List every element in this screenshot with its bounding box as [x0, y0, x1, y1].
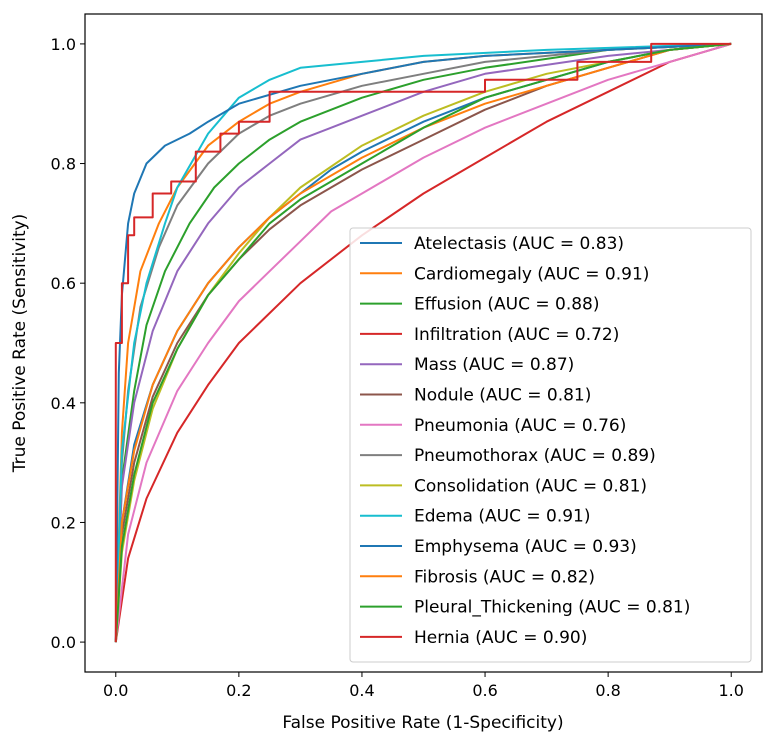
series-line-10	[114, 42, 732, 643]
legend-label-0: Atelectasis (AUC = 0.83)	[414, 234, 624, 254]
x-tick-label: 0.8	[595, 681, 620, 700]
series-line-13	[114, 42, 732, 643]
legend-label-11: Fibrosis (AUC = 0.82)	[414, 567, 595, 587]
legend-label-9: Edema (AUC = 0.91)	[414, 507, 590, 527]
y-tick-label: 0.4	[51, 394, 76, 413]
legend-label-8: Consolidation (AUC = 0.81)	[414, 476, 647, 496]
legend-label-10: Emphysema (AUC = 0.93)	[414, 537, 637, 557]
legend-label-6: Pneumonia (AUC = 0.76)	[414, 416, 626, 436]
legend: Atelectasis (AUC = 0.83) Cardiomegaly (AU…	[349, 227, 752, 663]
x-tick-label: 0.2	[226, 681, 251, 700]
legend-label-3: Infiltration (AUC = 0.72)	[414, 325, 619, 345]
legend-label-12: Pleural_Thickening (AUC = 0.81)	[414, 598, 690, 618]
series-line-4	[114, 42, 732, 643]
legend-label-5: Nodule (AUC = 0.81)	[414, 386, 591, 406]
series-line-3	[114, 42, 732, 643]
y-axis-label: True Positive Rate (Sensitivity)	[10, 214, 30, 474]
y-tick-label: 0.8	[51, 155, 76, 174]
x-tick-label: 0.6	[472, 681, 497, 700]
series-line-6	[114, 42, 732, 643]
legend-label-2: Effusion (AUC = 0.88)	[414, 295, 600, 315]
legend-label-7: Pneumothorax (AUC = 0.89)	[414, 446, 656, 466]
series-layer	[114, 42, 732, 643]
y-tick-label: 0.2	[51, 513, 76, 532]
legend-label-4: Mass (AUC = 0.87)	[414, 355, 574, 375]
legend-box	[349, 227, 752, 663]
series-line-2	[114, 42, 732, 643]
y-axis-ticks: 0.0 0.2 0.4 0.6 0.8 1.0	[51, 35, 85, 652]
x-tick-label: 0.4	[349, 681, 374, 700]
y-tick-label: 0.0	[51, 633, 76, 652]
x-axis-ticks: 0.0 0.2 0.4 0.6 0.8 1.0	[103, 672, 744, 700]
x-tick-label: 0.0	[103, 681, 128, 700]
legend-label-13: Hernia (AUC = 0.90)	[414, 628, 587, 648]
y-tick-label: 1.0	[51, 35, 76, 54]
legend-label-1: Cardiomegaly (AUC = 0.91)	[414, 264, 649, 284]
x-tick-label: 1.0	[719, 681, 744, 700]
series-line-9	[114, 42, 732, 643]
x-axis-label: False Positive Rate (1-Specificity)	[282, 713, 563, 733]
y-tick-label: 0.6	[51, 274, 76, 293]
